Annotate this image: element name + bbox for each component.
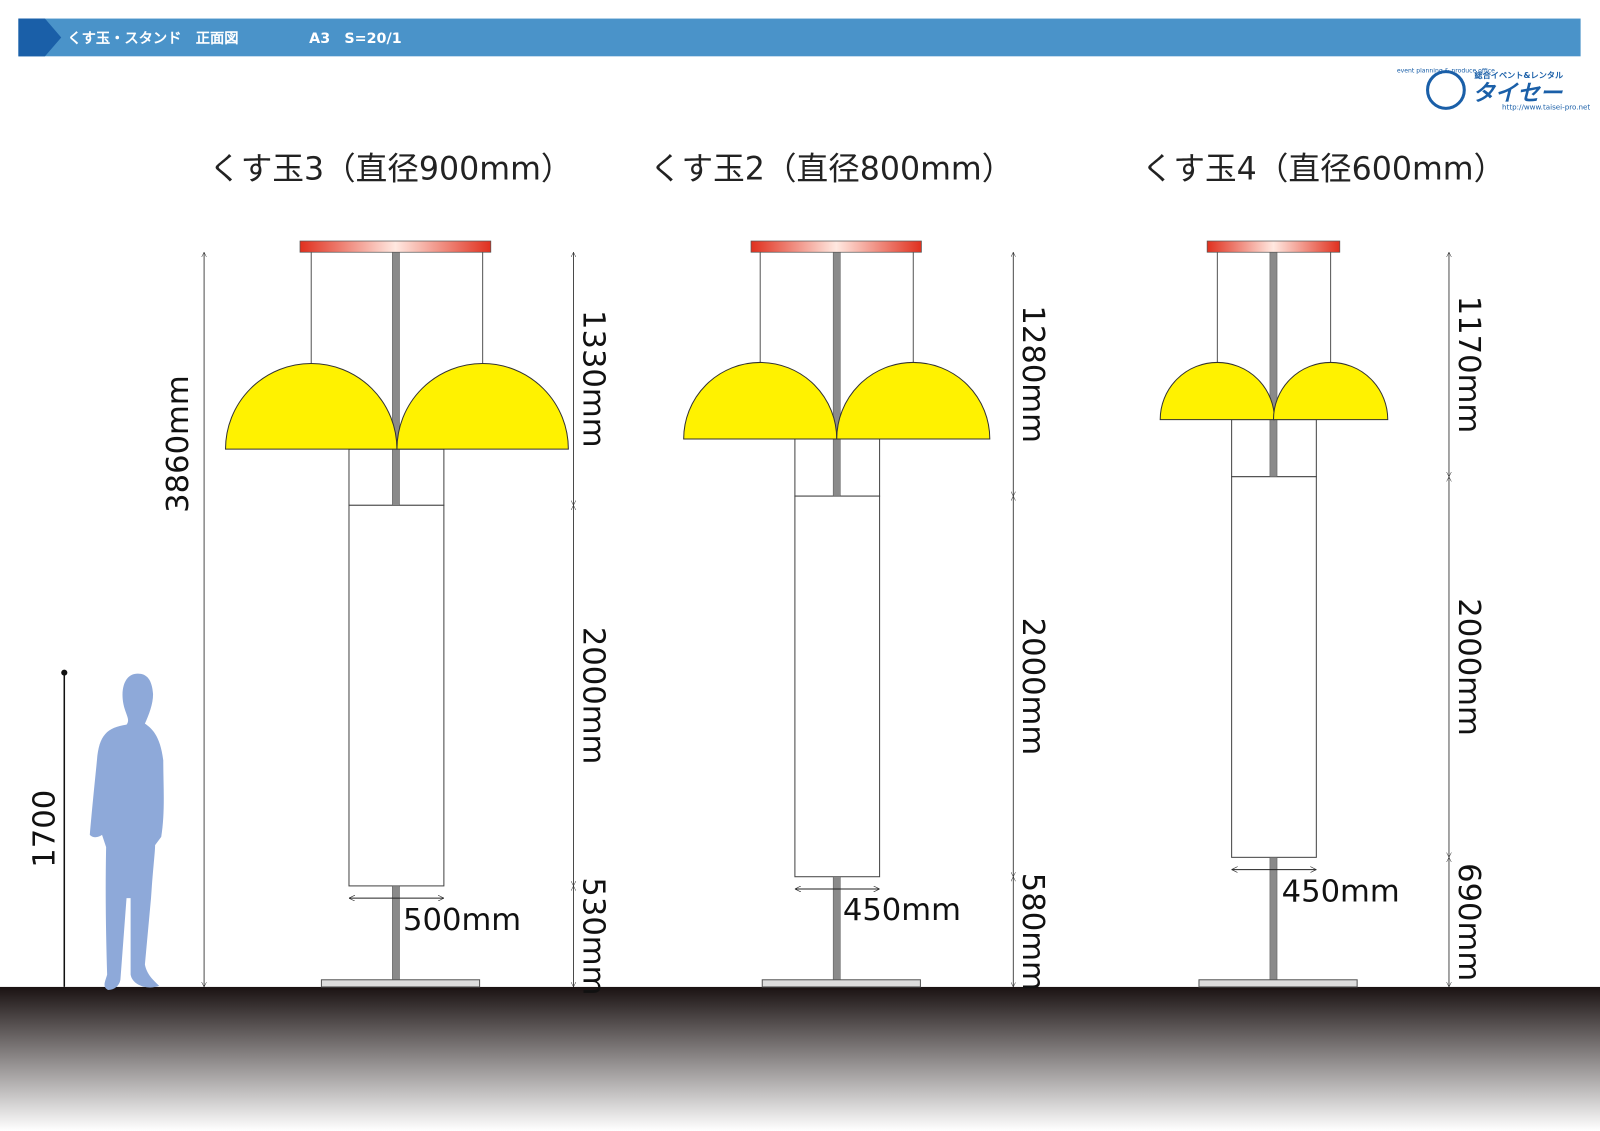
kusudama-half: [683, 362, 838, 440]
stand-title: くす玉3（直径900mm）: [209, 152, 572, 188]
kusudama-half: [396, 363, 569, 450]
pole: [832, 251, 841, 497]
stand: くす玉2（直径800mm） 450mm 1280mm 2000mm 580mm: [650, 152, 1050, 991]
panel: [1231, 476, 1317, 858]
width-label: 450mm: [1282, 875, 1400, 910]
kusudama-half: [1159, 362, 1276, 421]
logo-url: http://www.taisei-pro.net: [1502, 102, 1590, 111]
width-label: 450mm: [843, 893, 961, 928]
pole: [1269, 251, 1278, 477]
dimension-label: 1330mm: [575, 310, 610, 448]
dimension-label: 690mm: [1451, 863, 1486, 981]
top-bar: [299, 240, 492, 253]
dimension-label: 2000mm: [575, 627, 610, 765]
ground: [0, 986, 1600, 1131]
header-title: くす玉・スタンド 正面図: [67, 30, 238, 47]
stand: くす玉3（直径900mm） 500mm 1330mm 2000mm 530mm 3860m…: [161, 152, 610, 996]
stand-foot: [1198, 979, 1358, 988]
stand-title: くす玉4（直径600mm）: [1142, 152, 1505, 188]
logo-name: タイセー: [1472, 81, 1563, 107]
dimension-label: 2000mm: [1451, 598, 1486, 736]
dimension-label: 1170mm: [1451, 296, 1486, 434]
dimension-label: 1280mm: [1015, 305, 1050, 443]
width-label: 500mm: [403, 903, 521, 938]
header-chevron: [18, 18, 62, 57]
stand-foot: [320, 979, 481, 988]
human-height-dot: [61, 669, 68, 676]
pole: [392, 251, 400, 506]
logo-circle-text: event planning & produce office: [1397, 68, 1495, 75]
logo-mark: [1426, 70, 1466, 110]
kusudama-half: [224, 363, 398, 450]
kusudama-half: [836, 362, 991, 440]
pole-lower: [392, 885, 400, 982]
dimension-label: 580mm: [1015, 873, 1050, 991]
panel: [794, 495, 881, 878]
total-dimension-label: 3860mm: [161, 375, 196, 513]
panel: [348, 504, 445, 887]
pole-lower: [1269, 857, 1278, 982]
dimension-label: 530mm: [575, 877, 610, 995]
stand: くす玉4（直径600mm） 450mm 1170mm 2000mm 690mm: [1142, 152, 1505, 988]
top-bar: [1206, 240, 1341, 253]
human-silhouette: [89, 673, 164, 990]
logo-tagline: 総合イベント&レンタル: [1474, 70, 1563, 80]
stand-title: くす玉2（直径800mm）: [650, 152, 1013, 188]
dimension-label: 2000mm: [1015, 618, 1050, 756]
stand-foot: [761, 979, 921, 988]
top-bar: [750, 240, 922, 253]
kusudama-half: [1272, 362, 1389, 421]
logo: event planning & produce office 総合イベント&レ…: [1397, 68, 1591, 112]
header-bar: [18, 18, 1581, 57]
header-sheet: A3 S=20/1: [309, 31, 401, 47]
pole-lower: [832, 876, 841, 982]
human-height-label: 1700: [27, 790, 62, 868]
